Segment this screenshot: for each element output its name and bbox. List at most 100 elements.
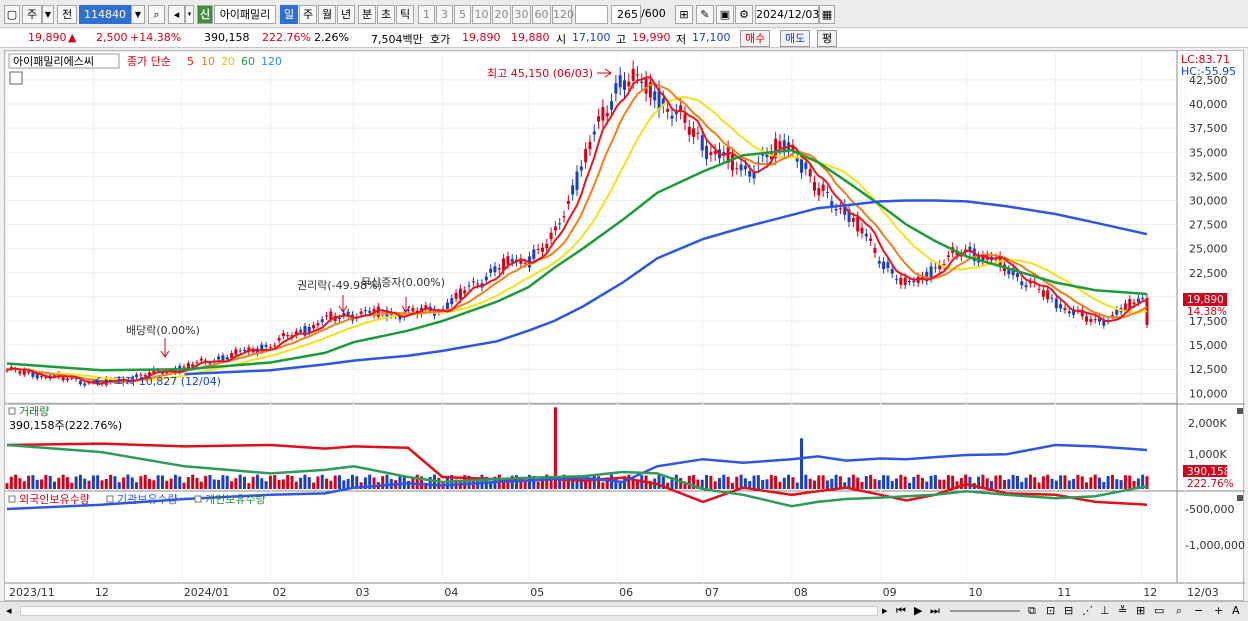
scroll-right-icon[interactable]: ▸ — [882, 604, 888, 617]
draw-tool-icon[interactable]: ✎ — [696, 5, 714, 24]
interval-20-button[interactable]: 20 — [492, 5, 511, 24]
gear-icon[interactable]: ⚙ — [735, 5, 753, 24]
candle-body — [312, 324, 316, 329]
grid-icon[interactable]: ⊞ — [1136, 604, 1146, 617]
interval-5-button[interactable]: 5 — [454, 5, 471, 24]
layout-icon[interactable]: ⊡ — [1046, 604, 1056, 617]
candle-body — [821, 184, 825, 191]
candle-body — [981, 255, 985, 262]
volume-bar — [398, 475, 402, 489]
sound-dropdown-icon[interactable]: ▾ — [185, 5, 194, 24]
split-icon[interactable]: ⊟ — [1064, 604, 1074, 617]
code-dropdown-icon[interactable]: ▼ — [131, 5, 145, 24]
play-icon[interactable]: ▶ — [914, 604, 923, 617]
chart-settings-icon[interactable]: ⊞ — [675, 5, 693, 24]
sell-button[interactable]: 매도 — [780, 30, 811, 47]
type-button[interactable]: 전 — [57, 5, 77, 24]
volume-bar — [9, 476, 13, 489]
interval-3-button[interactable]: 3 — [436, 5, 453, 24]
zoom-icon[interactable]: ⌕ — [1176, 604, 1183, 617]
period-year-button[interactable]: 년 — [337, 5, 355, 24]
stock-code-input[interactable]: 114840 — [79, 5, 131, 24]
high-arrow-icon — [597, 68, 612, 78]
interval-10-button[interactable]: 10 — [472, 5, 491, 24]
period-month-button[interactable]: 월 — [318, 5, 336, 24]
volume-bar — [1080, 476, 1084, 489]
y-tick-label: 15,000 — [1189, 339, 1228, 352]
volume-bar — [933, 474, 937, 489]
volume-bar — [299, 477, 303, 489]
save-icon[interactable]: ▣ — [716, 5, 734, 24]
first-page-icon[interactable]: ⏮ — [896, 604, 906, 617]
volume-bar — [726, 476, 730, 489]
candle-body — [908, 281, 911, 283]
tool-icon[interactable]: ⋰ — [1082, 604, 1093, 617]
period-day-button[interactable]: 일 — [280, 5, 298, 24]
count-input[interactable]: 265 — [611, 5, 641, 24]
chart-area[interactable]: 10,00012,50015,00017,50020,00022,50025,0… — [4, 50, 1245, 602]
zoom-out-button[interactable]: − — [1194, 604, 1204, 617]
line-tool-icon[interactable]: ⊥ — [1100, 604, 1110, 617]
period-second-button[interactable]: 초 — [377, 5, 395, 24]
candle-body — [78, 380, 82, 385]
x-tick-label: 09 — [883, 586, 897, 599]
volume-bar — [679, 477, 683, 489]
zoom-in-button[interactable]: + — [1214, 604, 1224, 617]
volume-bar — [407, 480, 411, 489]
zoom-slider[interactable] — [950, 610, 1020, 612]
high-label: 고 — [616, 33, 627, 46]
volume-bar — [221, 475, 225, 489]
dividend-annotation: 배당락(0.00%) — [126, 324, 200, 337]
volume-bar — [985, 478, 989, 489]
sound-icon[interactable]: ◂ — [168, 5, 185, 24]
chart-svg[interactable]: 10,00012,50015,00017,50020,00022,50025,0… — [4, 50, 1245, 602]
window-icon[interactable]: ▭ — [1154, 604, 1165, 617]
holdings-close-icon[interactable] — [1237, 495, 1243, 501]
interval-120-button[interactable]: 120 — [552, 5, 574, 24]
volume-bar — [851, 474, 855, 489]
copy-icon[interactable]: ⧉ — [1028, 604, 1036, 617]
candle-body — [657, 88, 661, 111]
volume-close-icon[interactable] — [1237, 408, 1243, 414]
search-icon[interactable]: ⌕ — [148, 5, 165, 24]
candle-body — [363, 310, 367, 312]
volume-bar — [903, 476, 907, 489]
interval-30-button[interactable]: 30 — [512, 5, 531, 24]
candle-body — [670, 115, 674, 119]
buy-button[interactable]: 매수 — [740, 30, 771, 47]
y-tick-label: 40,000 — [1189, 98, 1228, 111]
candle-body — [251, 349, 255, 353]
font-size-button[interactable]: A — [1232, 604, 1240, 617]
volume-bar — [977, 476, 981, 489]
eval-button[interactable]: 평 — [817, 30, 838, 47]
market-select[interactable]: 주 — [22, 5, 42, 24]
volume-bar — [890, 480, 894, 489]
window-icon[interactable]: ▢ — [4, 5, 20, 24]
interval-custom-input[interactable] — [575, 5, 608, 24]
calculator-icon[interactable] — [9, 71, 23, 85]
title-box — [8, 53, 120, 69]
volume-bar — [1046, 474, 1050, 489]
volume-bar — [74, 476, 78, 489]
interval-60-button[interactable]: 60 — [532, 5, 551, 24]
period-week-button[interactable]: 주 — [299, 5, 317, 24]
calendar-icon[interactable]: ▦ — [819, 5, 835, 24]
volume-bar — [627, 474, 631, 489]
scrollbar[interactable] — [20, 606, 878, 616]
rights-arrow-icon — [338, 295, 348, 313]
fib-tool-icon[interactable]: ≚ — [1118, 604, 1128, 617]
candle-body — [959, 254, 963, 257]
market-dropdown-icon[interactable]: ▼ — [42, 5, 54, 24]
volume-bar — [635, 480, 639, 489]
candle-body — [1115, 309, 1119, 315]
last-page-icon[interactable]: ⏭ — [930, 604, 940, 617]
candle-body — [692, 128, 696, 137]
period-minute-button[interactable]: 분 — [358, 5, 376, 24]
scroll-left-icon[interactable]: ◂ — [6, 604, 12, 617]
interval-1-button[interactable]: 1 — [418, 5, 435, 24]
candle-body — [1011, 268, 1015, 276]
date-input[interactable]: 2024/12/03 — [755, 5, 819, 24]
volume-bar — [255, 474, 259, 489]
volume-bar — [381, 476, 385, 489]
period-tick-button[interactable]: 틱 — [396, 5, 414, 24]
